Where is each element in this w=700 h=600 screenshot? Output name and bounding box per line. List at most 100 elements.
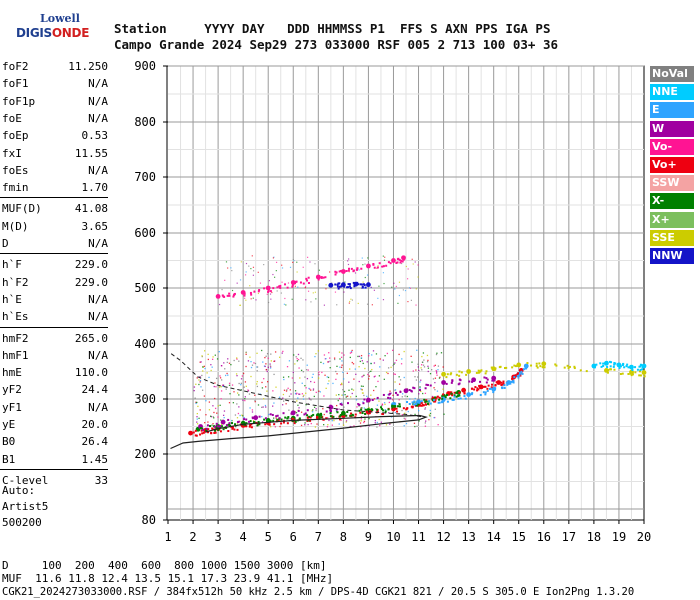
echo-noise-point [353, 378, 355, 380]
trace-echo-point [195, 434, 198, 437]
trace-echo-point [228, 292, 231, 295]
echo-noise-point [420, 390, 422, 393]
trace-echo-point [245, 422, 248, 425]
trace-echo-point [610, 361, 613, 364]
trace-echo-point [474, 386, 477, 389]
trace-echo-point [450, 391, 453, 394]
trace-echo-point [438, 398, 441, 401]
param-label: yF1 [2, 400, 22, 414]
echo-noise-point [212, 416, 214, 418]
echo-noise-point [320, 361, 322, 364]
trace-echo-point [458, 378, 461, 381]
echo-noise-point [362, 264, 364, 266]
echo-noise-point [302, 359, 304, 361]
trace-echo-point [513, 364, 516, 367]
echo-noise-point [382, 272, 385, 274]
trace-echo-point [346, 402, 349, 405]
trace-echo-point [477, 388, 480, 391]
echo-noise-point [204, 367, 206, 370]
trace-echo-point [236, 428, 239, 431]
echo-noise-point [376, 426, 378, 428]
x-tick-label: 14 [486, 530, 500, 544]
y-tick-label: 800 [134, 115, 156, 129]
trace-echo-point [495, 381, 498, 384]
echo-noise-point [375, 386, 377, 388]
echo-noise-point [392, 364, 394, 367]
trace-echo-point [214, 431, 217, 434]
echo-noise-point [436, 390, 439, 392]
echo-noise-point [315, 408, 317, 410]
echo-noise-point [261, 387, 264, 389]
trace-echo-point [434, 396, 437, 399]
trace-echo-point [336, 285, 339, 288]
echo-noise-point [419, 386, 421, 388]
echo-noise-point [249, 356, 251, 358]
param-row: h`E N/A [2, 291, 108, 308]
echo-noise-point [210, 415, 212, 417]
echo-noise-point [345, 421, 347, 423]
trace-echo-point [514, 374, 517, 377]
echo-noise-point [324, 374, 326, 376]
trace-echo-point [425, 383, 428, 386]
echo-noise-point [332, 382, 334, 385]
trace-echo-point [214, 429, 217, 432]
echo-noise-point [357, 302, 359, 305]
echo-noise-point [214, 382, 216, 384]
echo-noise-point [269, 367, 272, 369]
legend-item: W [650, 120, 694, 137]
echo-noise-point [407, 278, 409, 280]
echo-noise-point [361, 376, 363, 378]
trace-echo-point [502, 380, 505, 383]
echo-noise-point [410, 299, 412, 301]
param-value: N/A [88, 348, 108, 362]
echo-noise-point [235, 425, 237, 428]
echo-noise-point [244, 398, 246, 400]
trace-echo-point [446, 400, 449, 403]
trace-echo-point [483, 385, 486, 388]
echo-noise-point [394, 411, 396, 414]
echo-noise-point [196, 423, 199, 425]
echo-noise-point [327, 383, 329, 385]
echo-noise-point [218, 386, 221, 388]
echo-noise-point [232, 402, 235, 404]
trace-echo-point [291, 283, 294, 286]
trace-echo-point [629, 364, 632, 367]
echo-noise-point [245, 351, 247, 353]
trace-echo-point [503, 367, 506, 370]
echo-noise-point [367, 257, 369, 259]
echo-noise-point [274, 276, 276, 278]
echo-noise-point [378, 418, 380, 421]
trace-echo-point [511, 366, 514, 369]
trace-echo-point [310, 414, 313, 417]
echo-noise-point [304, 385, 306, 387]
trace-echo-point [284, 283, 287, 286]
echo-noise-point [279, 425, 281, 428]
echo-noise-point [251, 255, 253, 257]
trace-echo-point [226, 294, 229, 297]
echo-noise-point [238, 394, 240, 396]
echo-noise-point [257, 271, 259, 273]
param-row: hmF1 N/A [2, 347, 108, 364]
trace-echo-point [449, 397, 452, 400]
echo-noise-point [295, 412, 298, 414]
echo-noise-point [210, 364, 212, 366]
trace-echo-point [396, 393, 399, 396]
echo-noise-point [382, 255, 384, 257]
echo-noise-point [376, 404, 379, 406]
param-label: foEp [2, 129, 29, 143]
echo-noise-point [398, 383, 401, 385]
trace-echo-point [380, 406, 383, 409]
echo-noise-point [251, 411, 254, 413]
trace-echo-point [606, 371, 609, 374]
echo-noise-point [372, 350, 375, 352]
echo-noise-point [292, 261, 294, 263]
trace-echo-point [471, 392, 474, 395]
trace-echo-point [563, 366, 566, 369]
echo-noise-point [214, 354, 216, 356]
echo-noise-point [225, 388, 227, 390]
param-label: foEs [2, 163, 29, 177]
trace-echo-point [362, 283, 365, 286]
echo-noise-point [262, 406, 264, 408]
echo-noise-point [434, 416, 436, 419]
trace-point [391, 258, 396, 263]
